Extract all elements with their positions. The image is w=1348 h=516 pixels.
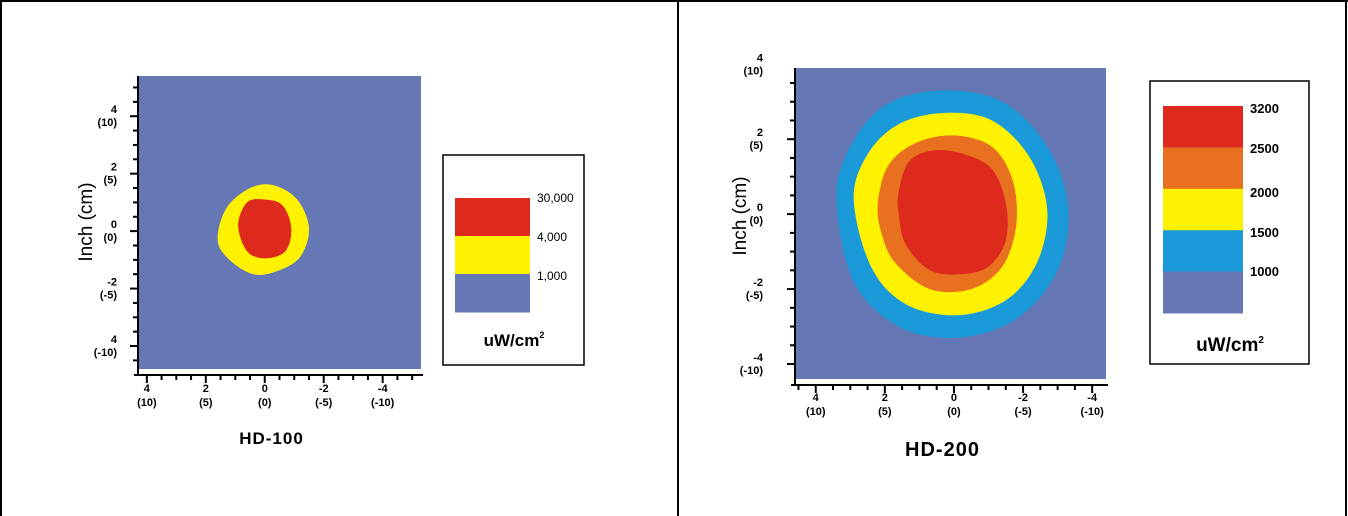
x-tick-label: -4 (378, 383, 389, 395)
x-tick-sublabel: (5) (878, 406, 892, 418)
x-tick-sublabel: (0) (258, 397, 272, 409)
legend-swatch-3200 (1163, 106, 1243, 148)
x-tick-label: 2 (882, 392, 888, 404)
chart-2: 4(10)2(5)0(0)-2(-5)-4(-10)4(10)2(5)0(0)-… (730, 52, 1309, 461)
y-tick-label: 0 (111, 219, 117, 231)
y-tick-sublabel: (5) (750, 140, 764, 152)
x-tick-sublabel: (-5) (315, 397, 332, 409)
x-tick-label: 4 (813, 392, 820, 404)
legend-swatch-2500 (1163, 147, 1243, 189)
y-tick-sublabel: (10) (743, 65, 763, 77)
y-tick-label: 4 (111, 104, 118, 116)
x-tick-sublabel: (10) (137, 397, 157, 409)
legend-unit: uW/cm2 (484, 330, 545, 350)
legend-unit: uW/cm2 (1196, 335, 1264, 356)
y-tick-sublabel: (-10) (94, 347, 118, 359)
legend-level-label: 1500 (1250, 225, 1279, 240)
legend-level-label: 2500 (1250, 141, 1279, 156)
legend-unit-text: uW/cm (484, 331, 540, 350)
x-tick-sublabel: (-5) (1015, 406, 1032, 418)
legend-level-label: 3200 (1250, 101, 1279, 116)
legend-level-label: 1,000 (537, 269, 567, 283)
chart-title: HD-200 (905, 439, 980, 461)
x-tick-label: 0 (262, 383, 268, 395)
legend-level-label: 2000 (1250, 185, 1279, 200)
legend-swatch-4000 (455, 236, 530, 275)
x-tick-sublabel: (5) (199, 397, 213, 409)
chart-title: HD-100 (239, 429, 304, 448)
legend-swatch-2000 (1163, 189, 1243, 231)
y-tick-sublabel: (-10) (740, 365, 764, 377)
y-tick-sublabel: (10) (97, 117, 117, 129)
legend-swatch-1000 (455, 274, 530, 313)
y-axis-title: Inch (cm) (76, 182, 97, 261)
x-tick-sublabel: (-10) (371, 397, 395, 409)
legend-unit-superscript: 2 (539, 330, 544, 340)
legend-swatch-1500 (1163, 230, 1243, 272)
x-tick-label: -2 (1018, 392, 1028, 404)
y-tick-sublabel: (-5) (746, 290, 763, 302)
y-tick-label: -2 (753, 277, 763, 289)
contour-3200 (898, 150, 1008, 274)
x-tick-label: -2 (319, 383, 329, 395)
legend-swatch-1000 (1163, 272, 1243, 314)
y-tick-label: 4 (111, 334, 118, 346)
x-tick-sublabel: (0) (947, 406, 961, 418)
x-tick-label: -4 (1087, 392, 1098, 404)
legend-swatch-30000 (455, 198, 530, 237)
y-tick-label: 2 (111, 162, 117, 174)
y-tick-label: 2 (757, 127, 763, 139)
y-tick-label: 0 (757, 202, 763, 214)
chart-1: 4(10)2(5)0(0)-2(-5)-4(-10)4(10)2(5)0(0)-… (76, 76, 584, 448)
y-tick-label: 4 (757, 52, 764, 64)
legend-unit-superscript: 2 (1258, 335, 1264, 346)
y-tick-sublabel: (0) (104, 232, 118, 244)
x-tick-sublabel: (-10) (1081, 406, 1105, 418)
legend-level-label: 1000 (1250, 264, 1279, 279)
y-tick-label: -4 (753, 352, 764, 364)
contour-30000 (238, 199, 291, 258)
legend-level-label: 4,000 (537, 230, 567, 244)
legend-level-label: 30,000 (537, 191, 574, 205)
x-tick-sublabel: (10) (806, 406, 826, 418)
x-tick-label: 2 (203, 383, 209, 395)
y-tick-sublabel: (-5) (100, 290, 117, 302)
legend-unit-text: uW/cm (1196, 335, 1258, 356)
y-tick-sublabel: (0) (750, 215, 764, 227)
x-tick-label: 0 (951, 392, 957, 404)
y-axis-title: Inch (cm) (730, 176, 751, 255)
y-tick-sublabel: (5) (104, 175, 118, 187)
x-tick-label: 4 (144, 383, 151, 395)
y-tick-label: -2 (107, 277, 117, 289)
